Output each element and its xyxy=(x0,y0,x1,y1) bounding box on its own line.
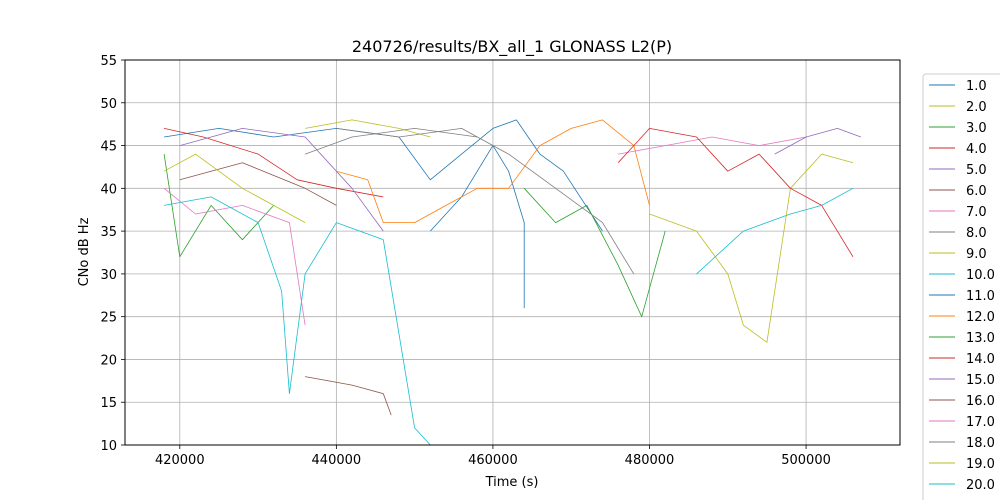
legend-label-5.0: 5.0 xyxy=(966,163,987,178)
y-axis-ticks: 10 15 20 25 30 35 40 45 50 55 xyxy=(100,54,125,454)
series-line-10.0 xyxy=(164,196,431,445)
legend-frame xyxy=(922,73,1000,500)
x-axis-label: Time (s) xyxy=(485,475,539,490)
legend-label-14.0: 14.0 xyxy=(966,352,995,367)
legend-label-6.0: 6.0 xyxy=(966,184,987,199)
x-axis-ticks: 420000 440000 460000 480000 500000 xyxy=(155,445,831,468)
y-tick-label: 50 xyxy=(100,97,117,112)
series-line-12.0 xyxy=(336,119,650,224)
series-line-3.0 xyxy=(163,154,274,258)
plot-frame xyxy=(124,59,901,446)
legend-label-16.0: 16.0 xyxy=(966,394,995,409)
series-line-18.0 xyxy=(336,127,635,275)
legend-label-19.0: 19.0 xyxy=(966,457,995,472)
series-line-15.0 xyxy=(774,127,862,155)
y-tick-label: 15 xyxy=(100,396,117,411)
legend-label-15.0: 15.0 xyxy=(966,373,995,388)
x-tick-label: 460000 xyxy=(468,453,518,468)
series-line-6.0 xyxy=(305,376,392,416)
legend-label-3.0: 3.0 xyxy=(966,121,987,136)
legend-label-1.0: 1.0 xyxy=(966,79,987,94)
legend-label-2.0: 2.0 xyxy=(966,100,987,115)
legend-label-10.0: 10.0 xyxy=(966,268,995,283)
series-line-11.0 xyxy=(430,145,525,309)
legend-label-7.0: 7.0 xyxy=(966,205,987,220)
legend-label-20.0: 20.0 xyxy=(966,478,995,493)
series-group xyxy=(163,119,862,445)
series-line-14.0 xyxy=(617,127,854,258)
series-line-2.0 xyxy=(305,119,431,138)
series-line-20.0 xyxy=(696,187,854,275)
legend-label-4.0: 4.0 xyxy=(966,142,987,157)
legend-label-9.0: 9.0 xyxy=(966,247,987,262)
series-line-17.0 xyxy=(163,187,306,326)
y-tick-label: 45 xyxy=(100,140,117,155)
series-line-16.0 xyxy=(179,162,337,206)
series-line-4.0 xyxy=(164,128,384,198)
series-line-5.0 xyxy=(179,127,384,232)
series-line-19.0 xyxy=(163,153,306,223)
x-tick-label: 480000 xyxy=(625,453,675,468)
y-tick-label: 25 xyxy=(100,311,117,326)
legend: 1.0 2.0 3.0 4.0 5.0 6.0 7.0 8.0 9.0 10.0 11.0 12.0 1… xyxy=(922,73,1000,500)
y-tick-label: 40 xyxy=(100,182,117,197)
x-tick-label: 500000 xyxy=(781,453,831,468)
y-tick-label: 35 xyxy=(100,225,117,240)
legend-label-13.0: 13.0 xyxy=(966,331,995,346)
x-tick-label: 420000 xyxy=(155,453,205,468)
chart-title: 240726/results/BX_all_1 GLONASS L2(P) xyxy=(352,37,672,57)
series-line-9.0 xyxy=(649,153,854,343)
legend-label-12.0: 12.0 xyxy=(966,310,995,325)
legend-label-11.0: 11.0 xyxy=(966,289,995,304)
x-tick-label: 440000 xyxy=(312,453,362,468)
legend-label-17.0: 17.0 xyxy=(966,415,995,430)
series-line-1.0 xyxy=(164,119,603,232)
series-line-13.0 xyxy=(523,188,666,318)
series-line-8.0 xyxy=(304,127,478,155)
series-line-7.0 xyxy=(618,136,807,155)
y-tick-label: 55 xyxy=(100,54,117,69)
legend-label-18.0: 18.0 xyxy=(966,436,995,451)
y-axis-label: CNo dB Hz xyxy=(77,217,92,286)
plot-area xyxy=(125,60,900,445)
y-tick-label: 30 xyxy=(100,268,117,283)
legend-label-8.0: 8.0 xyxy=(966,226,987,241)
y-tick-label: 20 xyxy=(100,353,117,368)
y-tick-label: 10 xyxy=(100,439,117,454)
